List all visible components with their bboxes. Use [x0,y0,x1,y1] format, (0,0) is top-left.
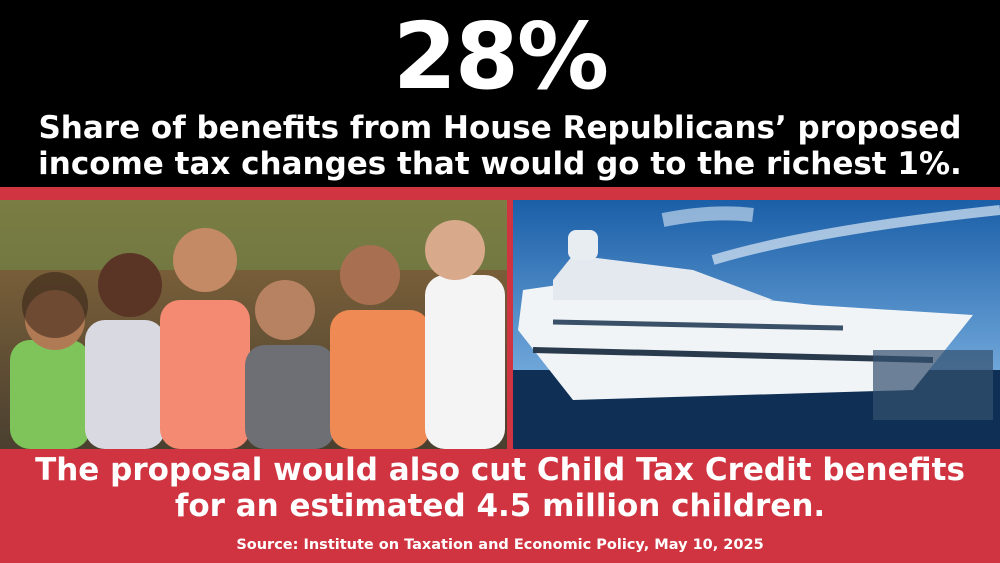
headline-stat: 28% [392,3,609,110]
headline-line: Share of benefits from House Republicans… [38,110,962,146]
source-note: Source: Institute on Taxation and Econom… [236,537,764,553]
footer-line: for an estimated 4.5 million children. [174,488,826,524]
header: 28% Share of benefits from House Republi… [0,0,1000,187]
children-photo [0,200,507,449]
footer-line: The proposal would also cut Child Tax Cr… [35,452,965,488]
yacht-photo [513,200,1000,449]
headline-line: income tax changes that would go to the … [38,146,962,182]
